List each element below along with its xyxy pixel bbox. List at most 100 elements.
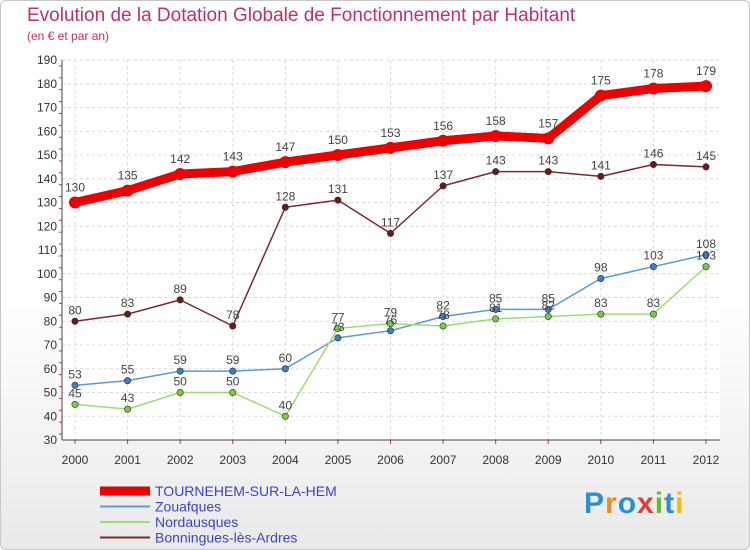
legend-label-tournehem-sur-la-hem: TOURNEHEM-SUR-LA-HEM <box>155 483 337 499</box>
data-label-tournehem-sur-la-hem: 130 <box>65 181 85 195</box>
data-point-bonningues-l-s-ardres <box>597 172 605 180</box>
data-label-nordausques: 103 <box>696 249 716 263</box>
data-label-bonningues-l-s-ardres: 78 <box>226 308 240 322</box>
y-tick-label: 40 <box>44 409 58 423</box>
data-label-zouafques: 85 <box>542 291 556 305</box>
logo-letter: i <box>675 487 685 520</box>
data-point-nordausques <box>544 312 552 320</box>
data-label-zouafques: 85 <box>489 291 503 305</box>
data-label-zouafques: 59 <box>173 353 187 367</box>
y-tick-label: 170 <box>37 101 57 115</box>
x-tick-label: 2007 <box>430 453 457 467</box>
data-label-nordausques: 82 <box>542 299 556 313</box>
data-label-nordausques: 83 <box>647 296 661 310</box>
data-point-bonningues-l-s-ardres <box>649 161 657 169</box>
data-point-bonningues-l-s-ardres <box>386 229 394 237</box>
data-label-bonningues-l-s-ardres: 146 <box>643 147 663 161</box>
x-tick-label: 2002 <box>167 453 194 467</box>
x-tick-label: 2011 <box>641 453 667 467</box>
y-tick-label: 180 <box>37 77 57 91</box>
data-label-zouafques: 60 <box>279 351 293 365</box>
x-tick-label: 2008 <box>482 453 509 467</box>
data-point-bonningues-l-s-ardres <box>702 163 710 171</box>
data-label-bonningues-l-s-ardres: 80 <box>68 303 82 317</box>
legend-label-bonningues-l-s-ardres: Bonningues-lès-Ardres <box>155 530 297 546</box>
data-point-tournehem-sur-la-hem <box>121 184 134 197</box>
data-point-bonningues-l-s-ardres <box>439 182 447 190</box>
data-point-nordausques <box>229 388 237 396</box>
data-point-nordausques <box>281 412 289 420</box>
data-point-bonningues-l-s-ardres <box>176 296 184 304</box>
data-point-zouafques <box>124 377 132 385</box>
data-label-zouafques: 53 <box>68 367 82 381</box>
data-label-tournehem-sur-la-hem: 178 <box>643 67 663 81</box>
y-tick-label: 110 <box>38 243 57 257</box>
data-label-bonningues-l-s-ardres: 117 <box>381 215 400 229</box>
y-tick-label: 130 <box>37 196 57 210</box>
y-tick-label: 120 <box>37 219 57 233</box>
x-tick-label: 2010 <box>587 453 614 467</box>
data-label-tournehem-sur-la-hem: 142 <box>170 152 190 166</box>
data-point-tournehem-sur-la-hem <box>542 132 555 145</box>
data-point-zouafques <box>439 312 447 320</box>
data-point-zouafques <box>492 305 500 313</box>
data-label-zouafques: 98 <box>594 261 608 275</box>
x-tick-label: 2009 <box>535 453 562 467</box>
data-point-tournehem-sur-la-hem <box>647 82 660 95</box>
data-label-bonningues-l-s-ardres: 83 <box>121 296 135 310</box>
y-tick-label: 160 <box>37 124 57 138</box>
data-point-tournehem-sur-la-hem <box>594 89 607 102</box>
legend-label-zouafques: Zouafques <box>155 499 221 515</box>
y-tick-label: 90 <box>44 291 58 305</box>
y-tick-label: 150 <box>37 148 57 162</box>
data-label-tournehem-sur-la-hem: 135 <box>118 169 138 183</box>
data-label-tournehem-sur-la-hem: 157 <box>538 116 558 130</box>
data-point-bonningues-l-s-ardres <box>334 196 342 204</box>
data-label-nordausques: 78 <box>436 308 450 322</box>
x-tick-label: 2005 <box>325 453 352 467</box>
data-label-zouafques: 108 <box>696 237 716 251</box>
data-point-nordausques <box>176 388 184 396</box>
data-point-nordausques <box>492 315 500 323</box>
y-tick-label: 100 <box>37 267 57 281</box>
data-point-nordausques <box>702 263 710 271</box>
logo-letter: o <box>617 487 638 520</box>
data-label-tournehem-sur-la-hem: 156 <box>433 119 453 133</box>
data-point-tournehem-sur-la-hem <box>226 165 239 178</box>
chart-title: Evolution de la Dotation Globale de Fonc… <box>27 5 576 26</box>
x-tick-label: 2012 <box>693 453 720 467</box>
data-point-tournehem-sur-la-hem <box>489 130 502 142</box>
data-label-zouafques: 55 <box>121 363 135 377</box>
data-point-bonningues-l-s-ardres <box>492 168 500 176</box>
x-tick-label: 2000 <box>62 453 89 467</box>
y-tick-label: 60 <box>44 362 58 376</box>
data-point-tournehem-sur-la-hem <box>437 134 450 147</box>
data-label-tournehem-sur-la-hem: 179 <box>696 64 716 78</box>
x-tick-label: 2006 <box>377 453 404 467</box>
data-point-nordausques <box>597 310 605 318</box>
proxiti-logo: Proxiti <box>584 487 684 521</box>
data-label-zouafques: 103 <box>643 249 663 263</box>
data-label-nordausques: 40 <box>279 398 293 412</box>
data-label-bonningues-l-s-ardres: 137 <box>433 168 453 182</box>
data-point-zouafques <box>544 305 552 313</box>
data-point-zouafques <box>649 263 657 271</box>
data-point-nordausques <box>439 322 447 330</box>
data-label-nordausques: 81 <box>489 301 503 315</box>
y-tick-label: 50 <box>44 386 58 400</box>
y-tick-label: 70 <box>44 338 58 352</box>
data-label-bonningues-l-s-ardres: 89 <box>173 282 187 296</box>
data-point-nordausques <box>649 310 657 318</box>
data-label-zouafques: 82 <box>436 299 450 313</box>
y-tick-label: 140 <box>37 172 57 186</box>
data-point-nordausques <box>386 320 394 328</box>
data-label-tournehem-sur-la-hem: 158 <box>486 114 506 128</box>
data-point-tournehem-sur-la-hem <box>279 156 292 169</box>
data-point-zouafques <box>71 381 79 389</box>
data-label-bonningues-l-s-ardres: 145 <box>696 149 716 163</box>
data-point-tournehem-sur-la-hem <box>69 196 81 209</box>
data-point-zouafques <box>281 365 289 373</box>
data-label-tournehem-sur-la-hem: 150 <box>328 133 348 147</box>
x-tick-label: 2001 <box>114 453 141 467</box>
